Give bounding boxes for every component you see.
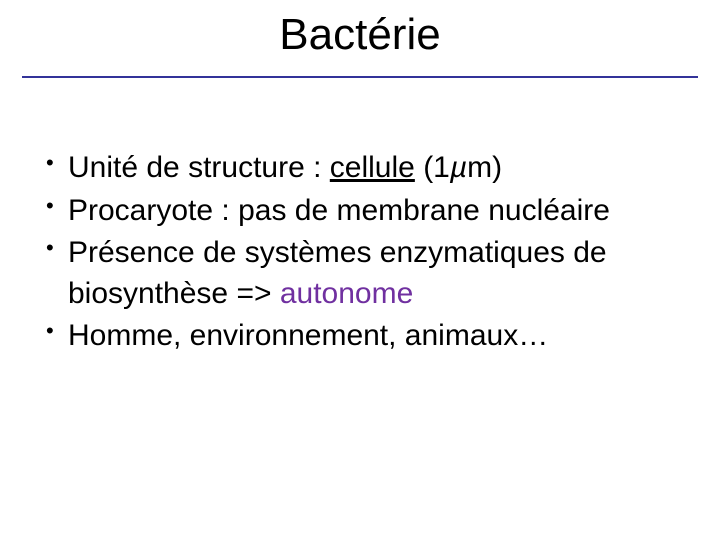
slide: { "title": "Bactérie", "bullets": [ { "p… bbox=[0, 0, 720, 540]
title-underline-rule bbox=[22, 76, 698, 78]
bullet-item-4: Homme, environnement, animaux… bbox=[40, 316, 690, 357]
bullet-1-post1: (1 bbox=[415, 151, 450, 184]
bullet-list: Unité de structure : cellule (1µm) Proca… bbox=[40, 148, 690, 357]
bullet-1-pre: Unité de structure : bbox=[68, 151, 330, 184]
bullet-item-1: Unité de structure : cellule (1µm) bbox=[40, 148, 690, 189]
bullet-4-text: Homme, environnement, animaux… bbox=[68, 319, 548, 352]
bullet-1-underlined: cellule bbox=[330, 151, 415, 184]
bullet-2-text: Procaryote : pas de membrane nucléaire bbox=[68, 194, 610, 227]
bullet-1-post2: m) bbox=[467, 151, 502, 184]
slide-title: Bactérie bbox=[279, 10, 440, 60]
bullet-item-2: Procaryote : pas de membrane nucléaire bbox=[40, 191, 690, 232]
bullet-1-italic: µ bbox=[450, 151, 467, 184]
title-area: Bactérie bbox=[0, 0, 720, 60]
bullet-item-3: Présence de systèmes enzymatiques de bio… bbox=[40, 233, 690, 314]
content-area: Unité de structure : cellule (1µm) Proca… bbox=[40, 148, 690, 359]
bullet-3-highlight: autonome bbox=[280, 277, 413, 310]
